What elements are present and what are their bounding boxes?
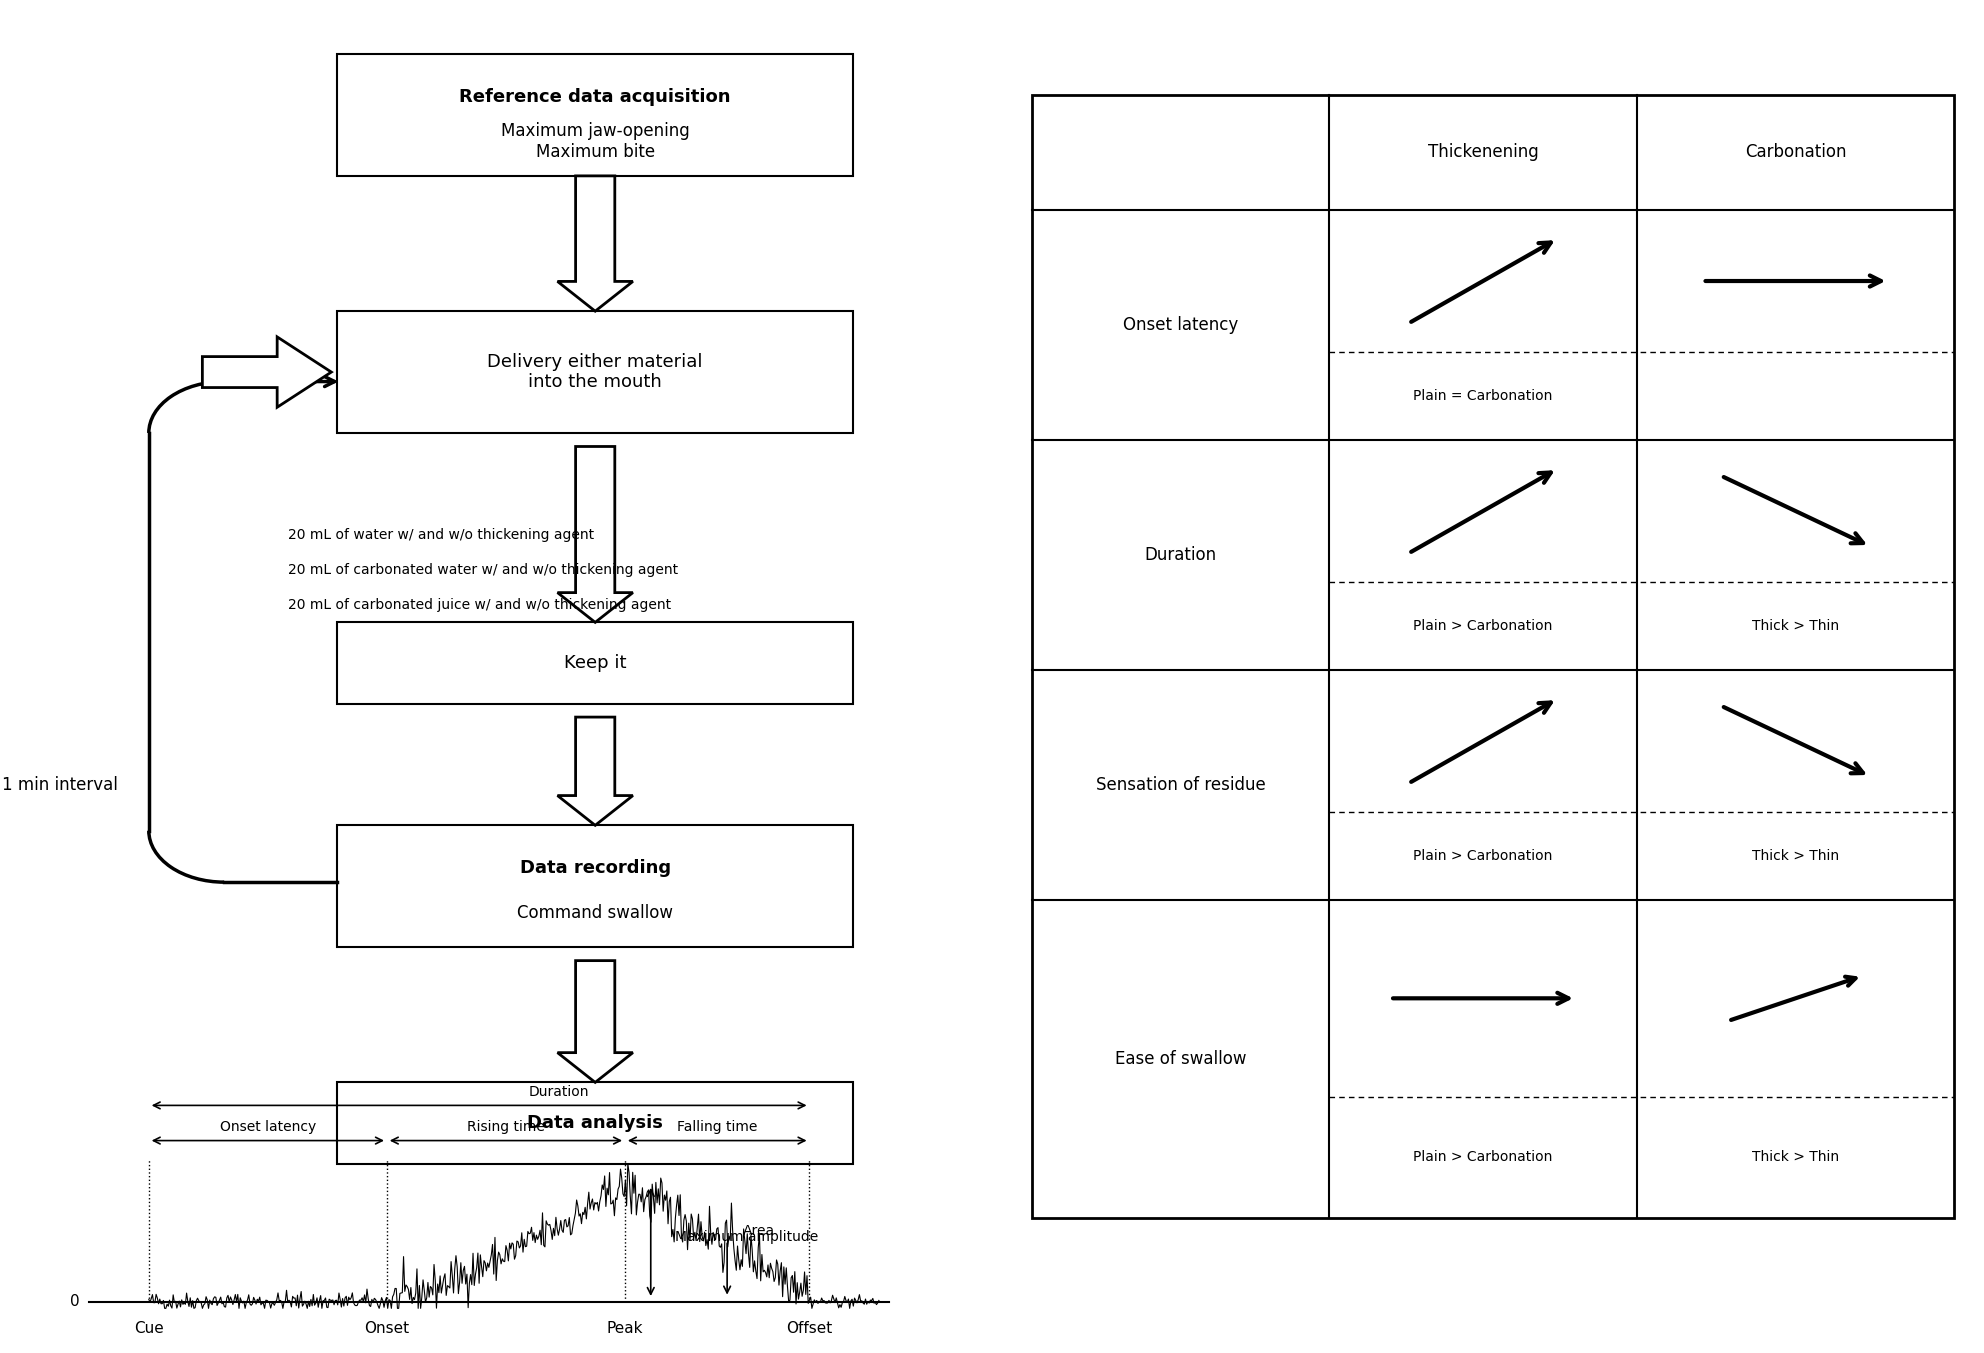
Text: Falling time: Falling time [677, 1120, 758, 1134]
Polygon shape [558, 717, 633, 825]
Bar [1032, 95, 1954, 1218]
Text: Area: Area [742, 1223, 776, 1238]
Text: Thickenening: Thickenening [1428, 143, 1538, 161]
Text: Data recording: Data recording [520, 859, 671, 877]
Text: Ease of swallow: Ease of swallow [1115, 1050, 1246, 1068]
Bar [337, 54, 853, 176]
Text: Plain > Carbonation: Plain > Carbonation [1413, 850, 1553, 863]
Polygon shape [202, 337, 331, 407]
Text: Maximum amplitude: Maximum amplitude [675, 1230, 817, 1243]
Text: Plain = Carbonation: Plain = Carbonation [1413, 390, 1553, 403]
Text: 0: 0 [69, 1293, 79, 1310]
Text: Peak: Peak [607, 1321, 643, 1335]
Text: Maximum jaw-opening
Maximum bite: Maximum jaw-opening Maximum bite [500, 122, 690, 161]
Polygon shape [558, 176, 633, 311]
Bar [337, 825, 853, 947]
Text: Delivery either material
into the mouth: Delivery either material into the mouth [488, 353, 702, 391]
Text: Onset latency: Onset latency [220, 1120, 315, 1134]
Text: Command swallow: Command swallow [518, 904, 673, 921]
Text: 1 min interval: 1 min interval [2, 775, 117, 794]
Text: 20 mL of carbonated water w/ and w/o thickening agent: 20 mL of carbonated water w/ and w/o thi… [288, 563, 679, 576]
Text: Keep it: Keep it [563, 653, 627, 672]
Text: Duration: Duration [528, 1085, 589, 1099]
Text: Reference data acquisition: Reference data acquisition [460, 88, 730, 106]
Text: Thick > Thin: Thick > Thin [1752, 620, 1839, 633]
Polygon shape [558, 446, 633, 622]
Text: Cue: Cue [135, 1321, 163, 1335]
Text: 20 mL of water w/ and w/o thickening agent: 20 mL of water w/ and w/o thickening age… [288, 528, 593, 541]
Bar [337, 311, 853, 433]
Text: Onset latency: Onset latency [1123, 315, 1238, 334]
Text: Thick > Thin: Thick > Thin [1752, 1150, 1839, 1165]
Text: Sensation of residue: Sensation of residue [1095, 775, 1266, 794]
Text: Plain > Carbonation: Plain > Carbonation [1413, 1150, 1553, 1165]
Text: Plain > Carbonation: Plain > Carbonation [1413, 620, 1553, 633]
Text: Data analysis: Data analysis [528, 1114, 663, 1132]
Text: Onset: Onset [365, 1321, 409, 1335]
Text: Carbonation: Carbonation [1744, 143, 1847, 161]
Polygon shape [558, 961, 633, 1082]
Text: Offset: Offset [786, 1321, 833, 1335]
Bar [337, 1082, 853, 1164]
Bar [337, 622, 853, 704]
Text: Thick > Thin: Thick > Thin [1752, 850, 1839, 863]
Text: Duration: Duration [1145, 545, 1216, 564]
Text: Rising time: Rising time [466, 1120, 546, 1134]
Text: 20 mL of carbonated juice w/ and w/o thickening agent: 20 mL of carbonated juice w/ and w/o thi… [288, 598, 671, 612]
